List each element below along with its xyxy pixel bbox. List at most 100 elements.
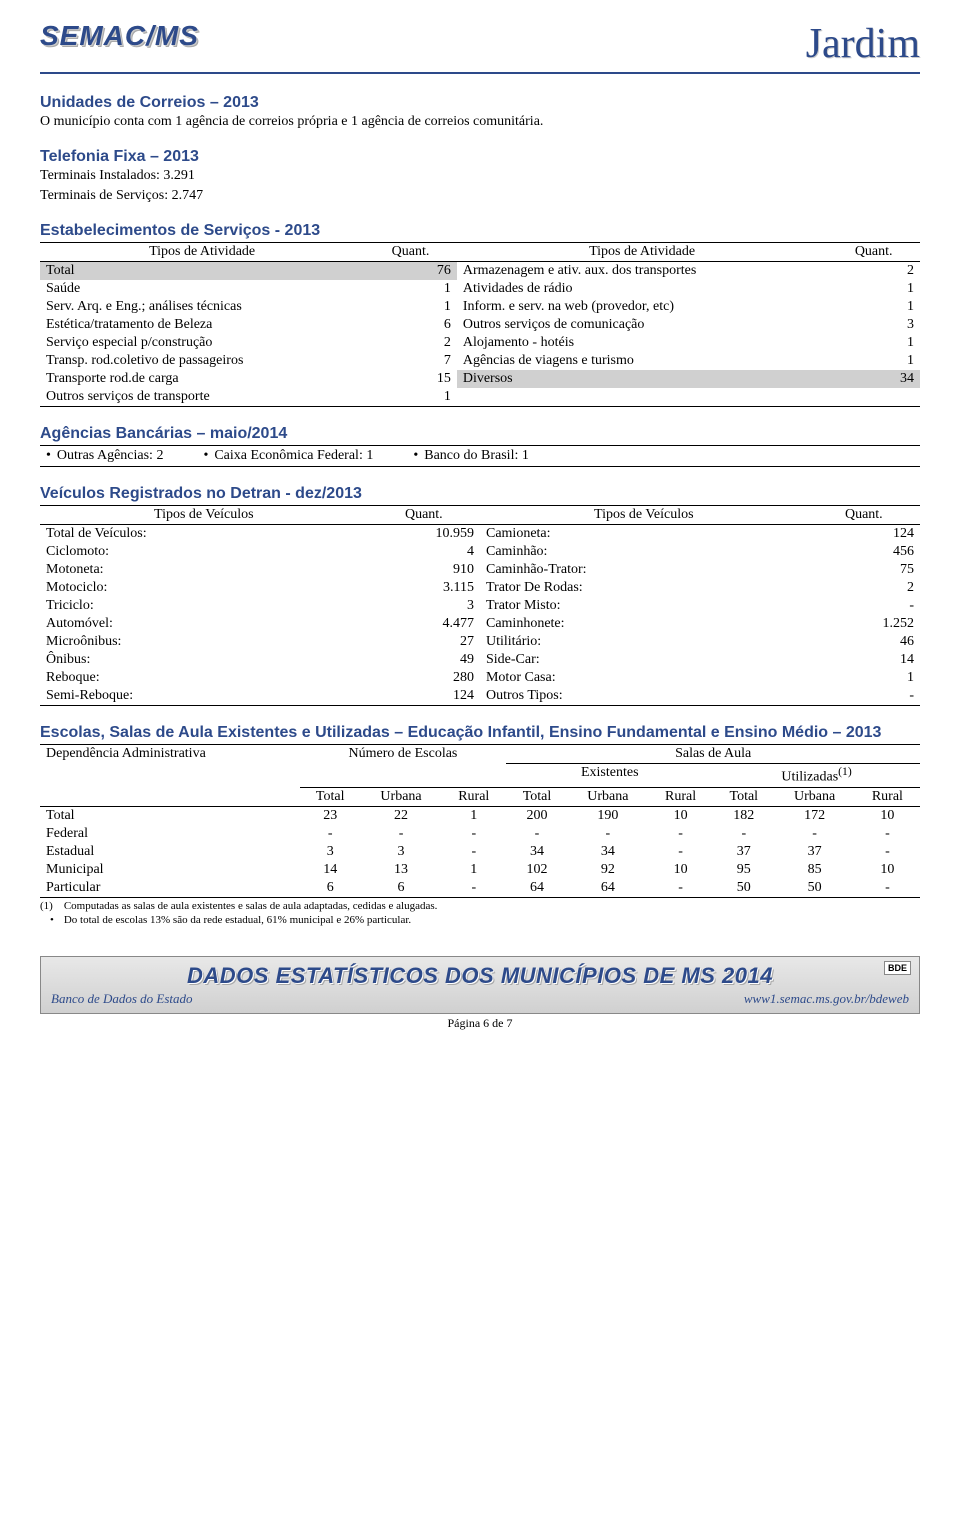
cell-label: Outros serviços de transporte	[40, 388, 364, 407]
col-header: Total	[300, 787, 361, 806]
cell-value: -	[855, 825, 920, 843]
col-header: Salas de Aula	[506, 745, 920, 764]
cell-label: Armazenagem e ativ. aux. dos transportes	[457, 262, 828, 281]
cell-label: Saúde	[40, 280, 364, 298]
cell-value: 172	[774, 806, 854, 825]
footer-badge: BDE	[884, 961, 911, 975]
cell-value: 95	[713, 861, 774, 879]
agencias-row: Outras Agências: 2 Caixa Econômica Feder…	[40, 445, 920, 467]
table-row: Outros serviços de transporte1	[40, 388, 920, 407]
col-header: Dependência Administrativa	[40, 745, 300, 807]
cell-value: 50	[713, 879, 774, 898]
agencia-item: Outras Agências: 2	[46, 448, 163, 464]
cell-value: 10	[648, 806, 713, 825]
cell-value: 27	[368, 633, 480, 651]
cell-value: 6	[364, 316, 457, 334]
table-row: Estadual33-3434-3737-	[40, 843, 920, 861]
col-header: Rural	[441, 787, 506, 806]
cell-value: -	[441, 843, 506, 861]
cell-value: 34	[506, 843, 567, 861]
table-row: Motoneta:910Caminhão-Trator:75	[40, 561, 920, 579]
cell-label: Transporte rod.de carga	[40, 370, 364, 388]
table-row: Semi-Reboque:124Outros Tipos:-	[40, 687, 920, 706]
col-header: Urbana	[774, 787, 854, 806]
cell-label: Transp. rod.coletivo de passageiros	[40, 352, 364, 370]
col-header: Tipos de Atividade	[40, 243, 364, 262]
cell-value: -	[648, 843, 713, 861]
cell-value: 124	[808, 525, 920, 544]
page-footer: BDE DADOS ESTATÍSTICOS DOS MUNICÍPIOS DE…	[40, 956, 920, 1014]
footnote-text: Computadas as salas de aula existentes e…	[64, 900, 438, 912]
table-row: Federal---------	[40, 825, 920, 843]
cell-value: 10	[855, 861, 920, 879]
cell-value: 1	[827, 352, 920, 370]
footnote: (1) Computadas as salas de aula existent…	[40, 900, 920, 912]
estabelecimentos-table: Tipos de Atividade Quant. Tipos de Ativi…	[40, 242, 920, 407]
cell-value: -	[300, 825, 361, 843]
cell-value: 75	[808, 561, 920, 579]
col-header: Rural	[855, 787, 920, 806]
cell-value: -	[506, 825, 567, 843]
cell-value: -	[441, 825, 506, 843]
table-row: Triciclo:3Trator Misto:-	[40, 597, 920, 615]
cell-label: Trator De Rodas:	[480, 579, 808, 597]
cell-label: Microônibus:	[40, 633, 368, 651]
cell-value: 7	[364, 352, 457, 370]
cell-value: 1	[441, 806, 506, 825]
col-header: Quant.	[368, 506, 480, 525]
cell-label: Motoneta:	[40, 561, 368, 579]
cell-value: 1	[364, 298, 457, 316]
table-row: Serviço especial p/construção2Alojamento…	[40, 334, 920, 352]
section-title-agencias: Agências Bancárias – maio/2014	[40, 425, 920, 443]
cell-value: 10.959	[368, 525, 480, 544]
cell-value: 200	[506, 806, 567, 825]
col-header: Quant.	[827, 243, 920, 262]
col-header: Quant.	[808, 506, 920, 525]
escolas-table: Dependência Administrativa Número de Esc…	[40, 744, 920, 898]
cell-label: Inform. e serv. na web (provedor, etc)	[457, 298, 828, 316]
cell-value: 22	[361, 806, 441, 825]
agencia-item: Banco do Brasil: 1	[413, 448, 529, 464]
cell-value: 46	[808, 633, 920, 651]
table-row: Reboque:280Motor Casa:1	[40, 669, 920, 687]
cell-value: 3	[361, 843, 441, 861]
cell-value: 1.252	[808, 615, 920, 633]
table-row: Particular66-6464-5050-	[40, 879, 920, 898]
cell-value: 37	[774, 843, 854, 861]
table-row: Automóvel:4.477Caminhonete:1.252	[40, 615, 920, 633]
cell-value: -	[808, 687, 920, 706]
cell-value: 14	[808, 651, 920, 669]
cell-value: 6	[361, 879, 441, 898]
cell-label: Federal	[40, 825, 300, 843]
agencia-item: Caixa Econômica Federal: 1	[203, 448, 373, 464]
cell-label: Reboque:	[40, 669, 368, 687]
cell-value: -	[774, 825, 854, 843]
veiculos-table: Tipos de Veículos Quant. Tipos de Veícul…	[40, 505, 920, 706]
cell-label: Camioneta:	[480, 525, 808, 544]
cell-value: 13	[361, 861, 441, 879]
cell-value: 2	[364, 334, 457, 352]
cell-label: Side-Car:	[480, 651, 808, 669]
footer-title: DADOS ESTATÍSTICOS DOS MUNICÍPIOS DE MS …	[51, 963, 909, 989]
col-header: Total	[713, 787, 774, 806]
cell-value: 34	[827, 370, 920, 388]
table-row: Total76Armazenagem e ativ. aux. dos tran…	[40, 262, 920, 281]
cell-value: 15	[364, 370, 457, 388]
cell-label: Caminhão:	[480, 543, 808, 561]
cell-value: 1	[808, 669, 920, 687]
table-row: Municipal141311029210958510	[40, 861, 920, 879]
cell-value: 23	[300, 806, 361, 825]
telefonia-line1: Terminais Instalados: 3.291	[40, 168, 920, 184]
cell-label: Outros serviços de comunicação	[457, 316, 828, 334]
cell-value	[827, 388, 920, 407]
table-row: Transporte rod.de carga15Diversos34	[40, 370, 920, 388]
cell-value: 1	[364, 280, 457, 298]
col-header: Tipos de Veículos	[480, 506, 808, 525]
cell-label: Municipal	[40, 861, 300, 879]
cell-value: 10	[855, 806, 920, 825]
correios-text: O município conta com 1 agência de corre…	[40, 114, 920, 130]
footer-right: www1.semac.ms.gov.br/bdeweb	[744, 991, 909, 1007]
cell-value: 2	[808, 579, 920, 597]
cell-value: -	[568, 825, 648, 843]
cell-label: Agências de viagens e turismo	[457, 352, 828, 370]
